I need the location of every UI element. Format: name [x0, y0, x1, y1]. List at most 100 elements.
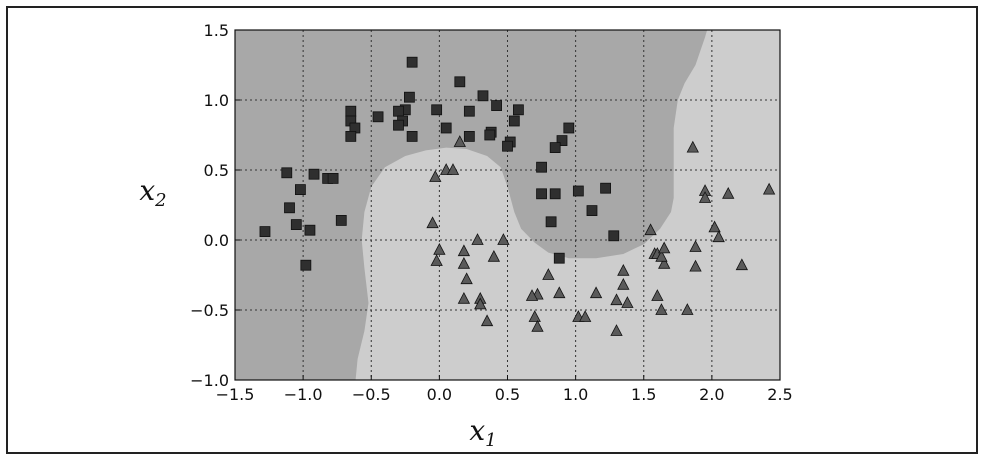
square-point: [563, 122, 575, 134]
y-tick-label: 0.5: [204, 161, 229, 180]
x-tick-label: 2.0: [699, 385, 724, 404]
square-point: [327, 172, 339, 184]
x-tick-label: 1.0: [563, 385, 588, 404]
square-point: [553, 252, 565, 264]
triangle-point: [621, 296, 634, 308]
y-axis-ticks: 1.5 1.0 0.5 0.0 −0.5 −1.0: [190, 21, 240, 390]
square-point: [556, 135, 568, 146]
square-point: [440, 122, 452, 134]
square-point: [345, 131, 357, 142]
x-tick-label: 1.5: [631, 385, 656, 404]
gridlines: [235, 30, 780, 380]
square-point: [586, 205, 598, 217]
x-tick-label: −1.0: [284, 385, 323, 404]
figure-frame: −1.5 −1.0 −0.5 0.0 0.5 1.0 1.5 2.0 2.5 1.5 1.0 0.5…: [6, 6, 978, 454]
square-point: [512, 104, 524, 116]
square-point: [345, 105, 357, 117]
y-tick-label: 0.0: [204, 231, 229, 250]
triangle-point: [497, 233, 510, 245]
triangle-point: [610, 324, 623, 336]
scatter-plot: −1.5 −1.0 −0.5 0.0 0.5 1.0 1.5 2.0 2.5 1.51.00.5…: [139, 21, 793, 451]
data-points: [259, 56, 776, 336]
triangle-point: [617, 277, 630, 290]
triangle-point: [722, 186, 735, 199]
triangle-point: [460, 272, 473, 285]
square-point: [281, 167, 293, 179]
triangle-point: [453, 135, 466, 147]
square-point: [549, 142, 561, 154]
square-point: [463, 131, 475, 142]
triangle-point: [553, 286, 566, 299]
square-point: [304, 224, 316, 236]
square-point: [484, 129, 496, 141]
square-point: [284, 202, 295, 214]
y-tick-label: −1.0: [190, 371, 229, 390]
y-tick-label: 1.5: [204, 21, 229, 40]
square-point: [335, 214, 347, 226]
square-point: [300, 259, 312, 271]
square-point: [406, 56, 418, 68]
square-point: [431, 104, 443, 116]
triangle-point: [762, 182, 776, 195]
square-point: [393, 119, 404, 131]
triangle-point: [433, 242, 446, 255]
triangle-point: [579, 310, 592, 322]
square-point: [545, 216, 557, 228]
triangle-point: [686, 140, 699, 153]
triangle-point: [457, 256, 471, 269]
x-tick-label: −0.5: [352, 385, 391, 404]
x-axis-ticks: −1.5 −1.0 −0.5 0.0 0.5 1.0 1.5 2.0 2.5: [216, 375, 793, 404]
x-tick-label: 0.0: [427, 385, 452, 404]
triangle-point: [525, 289, 539, 301]
square-point: [491, 100, 503, 111]
x-tick-label: −1.5: [216, 385, 255, 404]
triangle-point: [457, 244, 471, 257]
x-axis-label: x1: [469, 414, 496, 451]
triangle-point: [655, 249, 668, 262]
triangle-point: [589, 286, 603, 299]
plot-area: [234, 29, 781, 381]
triangle-point: [429, 170, 442, 182]
triangle-point: [528, 310, 541, 322]
triangle-point: [474, 297, 487, 310]
triangle-point: [712, 230, 725, 243]
square-point: [508, 115, 520, 127]
y-tick-label: 1.0: [204, 91, 229, 110]
y-axis-label: x2: [139, 174, 166, 211]
square-point: [536, 161, 547, 173]
triangle-point: [430, 254, 443, 266]
square-point: [403, 91, 415, 103]
square-point: [549, 188, 561, 200]
triangle-point: [617, 263, 630, 276]
triangle-point: [426, 216, 439, 229]
triangle-point: [698, 191, 712, 203]
triangle-point: [471, 233, 484, 245]
triangle-point: [446, 163, 460, 175]
triangle-point: [610, 293, 623, 306]
triangle-point: [542, 268, 555, 280]
triangle-point: [531, 319, 544, 332]
y-tick-label: −0.5: [190, 301, 229, 320]
square-point: [600, 182, 611, 194]
square-point: [572, 185, 584, 197]
square-point: [463, 105, 475, 117]
square-point: [536, 188, 547, 200]
square-point: [477, 90, 489, 102]
square-point: [294, 184, 306, 196]
square-point: [259, 226, 271, 238]
triangle-point: [487, 249, 501, 262]
square-point: [608, 230, 620, 242]
triangle-point: [658, 256, 671, 269]
square-point: [502, 140, 513, 152]
square-point: [406, 131, 418, 142]
triangle-point: [457, 291, 471, 304]
square-point: [393, 105, 404, 117]
triangle-point: [658, 241, 671, 254]
square-point: [290, 219, 302, 231]
square-point: [454, 76, 466, 88]
triangle-point: [644, 223, 657, 236]
triangle-point: [735, 258, 749, 271]
x-tick-label: 2.5: [767, 385, 792, 404]
x-tick-label: 0.5: [495, 385, 520, 404]
triangle-point: [708, 220, 721, 233]
